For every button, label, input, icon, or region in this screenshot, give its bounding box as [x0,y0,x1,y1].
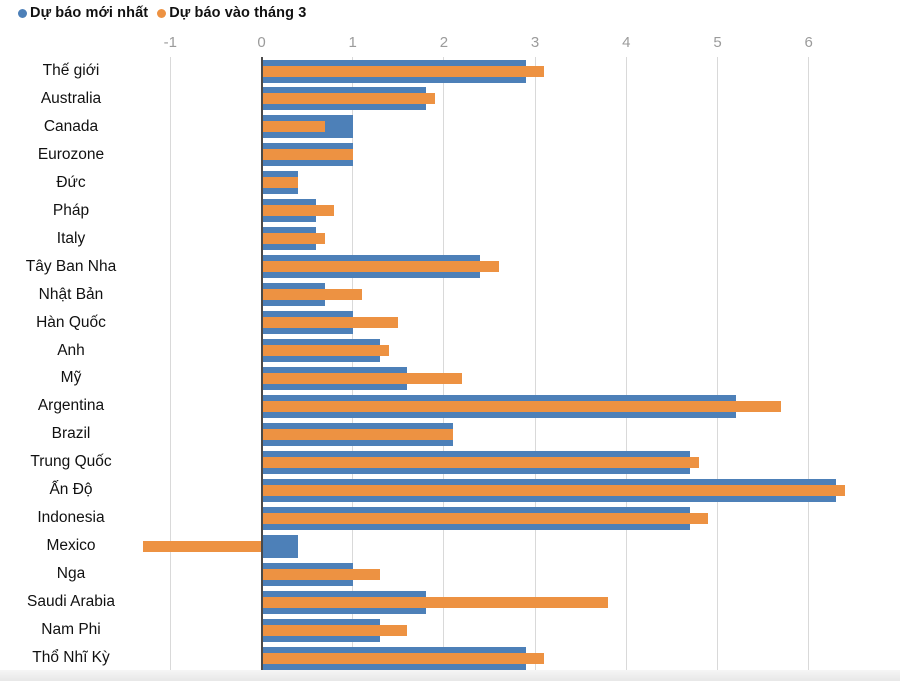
gridline [808,57,810,672]
category-label: Trung Quốc [30,453,112,471]
category-label: Mỹ [60,369,82,387]
x-tick-label: 5 [713,34,722,51]
category-label: Hàn Quốc [36,313,106,331]
bar-march-forecast [261,373,463,384]
bar-march-forecast [142,540,262,552]
category-label: Nga [56,565,86,583]
bar-march-forecast [261,317,399,329]
bar-march-forecast [261,93,435,105]
category-label: Tây Ban Nha [25,257,117,275]
bar-march-forecast [261,149,353,161]
category-label: Italy [56,229,86,247]
gridline [534,57,536,672]
category-label: Đức [56,173,86,191]
bar-march-forecast [261,456,700,468]
x-tick-label: -1 [163,34,177,51]
x-tick-label: 6 [804,34,813,51]
zero-axis-line [260,57,263,672]
x-tick-label: 1 [348,34,357,51]
x-tick-label: 0 [257,34,266,51]
category-label: Canada [43,117,99,135]
chart-legend: Dự báo mới nhất Dự báo vào tháng 3 [18,3,306,23]
bar-march-forecast [261,177,298,189]
bar-march-forecast [261,484,846,496]
category-label: Eurozone [37,145,105,163]
x-tick-label: 3 [530,34,540,51]
category-label: Nhật Bản [38,285,104,303]
category-label: Anh [57,341,85,359]
gridline [717,57,718,672]
bar-march-forecast [261,512,709,524]
bar-march-forecast [261,261,499,273]
bar-march-forecast [261,652,545,664]
legend-dot-orange-icon [157,8,167,18]
bar-march-forecast [261,345,390,357]
gridline [169,57,171,672]
legend-label-latest-forecast: Dự báo mới nhất [30,5,149,21]
plot-area [0,57,900,672]
gridline [625,57,627,672]
legend-dot-blue-icon [18,8,27,18]
category-label: Pháp [52,201,90,219]
bar-march-forecast [261,428,454,440]
x-tick-label: 2 [439,34,449,51]
category-label: Indonesia [37,509,105,527]
bar-march-forecast [261,400,782,412]
bar-march-forecast [261,568,381,580]
category-label: Saudi Arabia [27,593,115,611]
category-label: Ấn Độ [49,481,93,499]
legend-label-march-forecast: Dự báo vào tháng 3 [169,5,307,21]
category-label: Argentina [37,397,105,415]
page-bottom-fade [0,670,900,681]
legend-item-march-forecast[interactable]: Dự báo vào tháng 3 [157,5,306,21]
x-tick-label: 4 [622,34,631,51]
category-label: Mexico [46,537,96,555]
bar-march-forecast [261,65,545,77]
legend-item-latest-forecast[interactable]: Dự báo mới nhất [18,5,148,21]
bar-march-forecast [261,596,609,608]
category-label: Brazil [51,425,91,443]
bar-march-forecast [261,121,326,133]
bar-march-forecast [261,205,335,217]
bar-march-forecast [261,289,362,301]
category-label: Thổ Nhĩ Kỳ [32,649,110,667]
bar-march-forecast [261,233,326,245]
category-label: Nam Phi [41,621,101,639]
category-label: Thế giới [42,61,100,79]
gridline [443,57,445,672]
category-label: Australia [40,89,102,107]
gridline [352,57,354,672]
bar-latest-forecast [261,534,298,558]
bar-march-forecast [261,624,408,636]
